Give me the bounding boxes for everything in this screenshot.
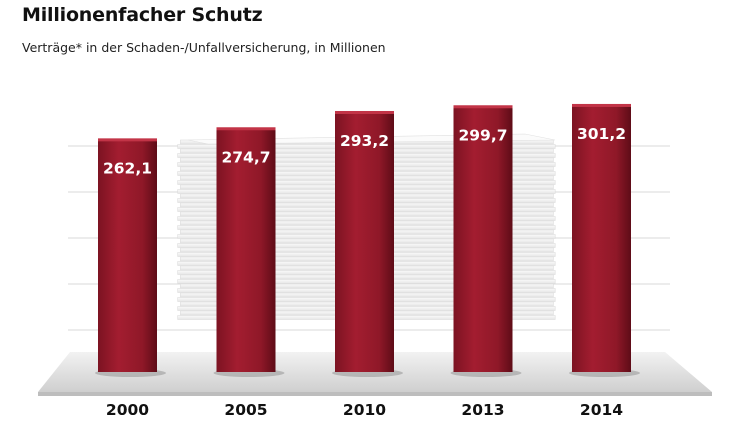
value-label: 293,2 bbox=[340, 132, 389, 150]
x-tick-label: 2000 bbox=[106, 401, 149, 419]
bars bbox=[95, 103, 640, 377]
bar-2005 bbox=[216, 130, 276, 372]
x-tick-label: 2013 bbox=[461, 401, 504, 419]
bar-top bbox=[453, 105, 513, 110]
bar-2014 bbox=[572, 106, 631, 372]
value-label: 274,7 bbox=[221, 148, 270, 166]
bar-2000 bbox=[98, 141, 157, 372]
chart-title: Millionenfacher Schutz bbox=[22, 4, 263, 26]
bar-top bbox=[216, 127, 276, 132]
bar-top bbox=[335, 110, 394, 115]
x-tick-label: 2014 bbox=[580, 401, 623, 419]
value-label: 299,7 bbox=[458, 126, 507, 144]
value-labels: 262,1 274,7 293,2 299,7 301,2 bbox=[103, 125, 626, 177]
x-tick-labels: 2000 2005 2010 2013 2014 bbox=[106, 401, 623, 419]
bar-2013 bbox=[453, 108, 513, 372]
value-label: 262,1 bbox=[103, 159, 152, 177]
bar-2010 bbox=[335, 113, 394, 372]
x-tick-label: 2010 bbox=[343, 401, 386, 419]
chart-subtitle: Verträge* in der Schaden-/Unfallversiche… bbox=[22, 40, 386, 55]
value-label: 301,2 bbox=[577, 125, 626, 143]
floor-edge bbox=[38, 392, 712, 396]
bar-top bbox=[572, 103, 631, 108]
x-tick-label: 2005 bbox=[224, 401, 267, 419]
bar-top bbox=[98, 138, 157, 143]
